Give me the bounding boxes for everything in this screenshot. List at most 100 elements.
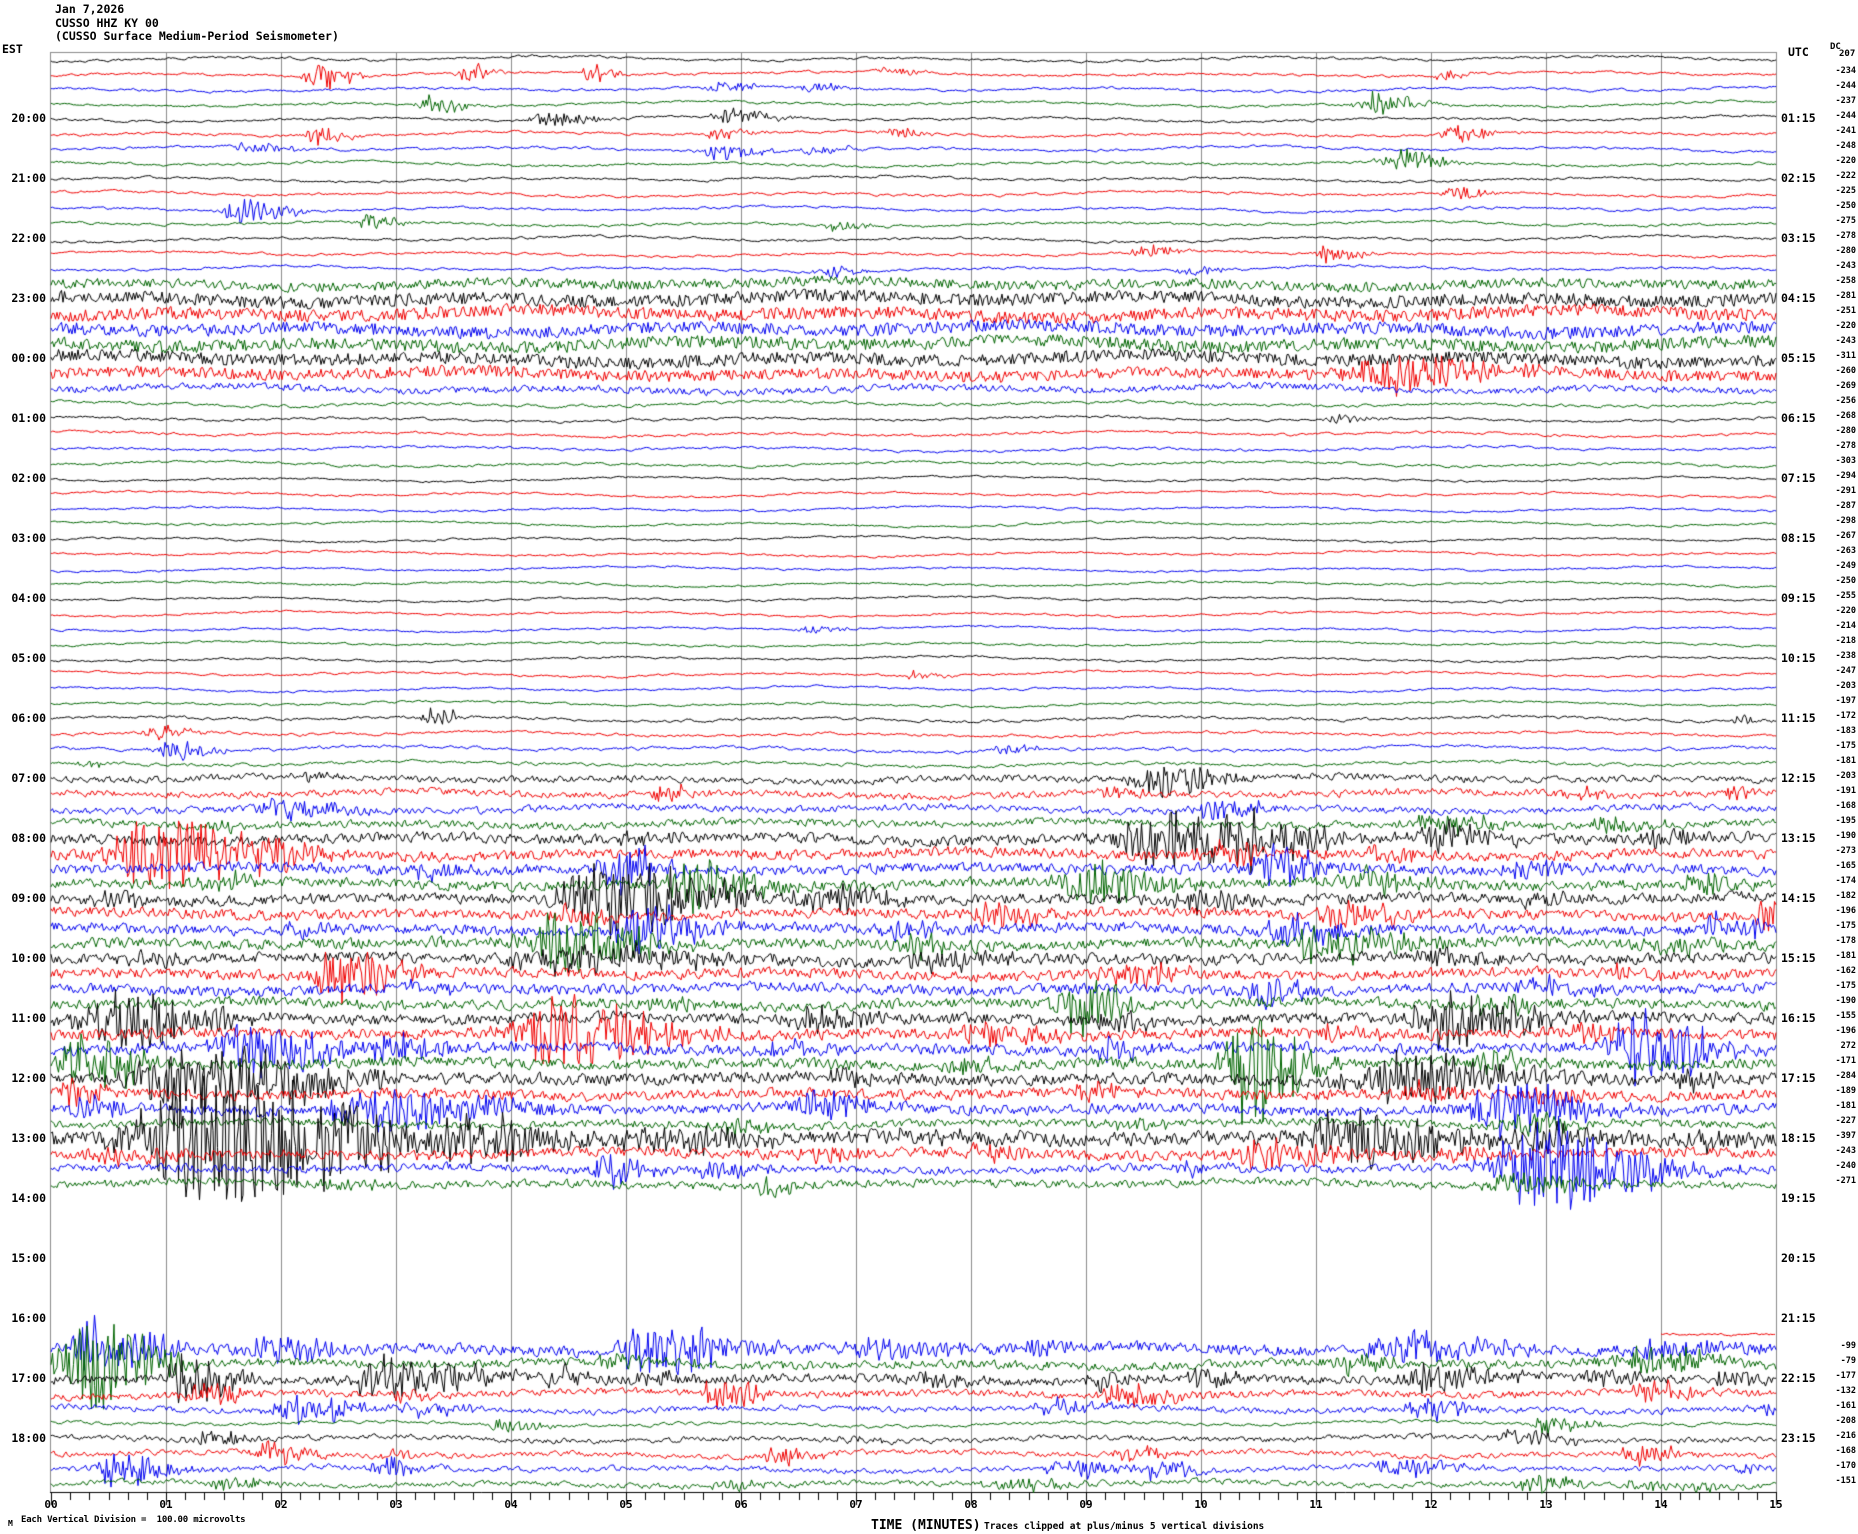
- x-axis-tick-label: 01: [159, 1498, 173, 1511]
- dc-value: -291: [1835, 486, 1856, 496]
- est-hour-label: 10:00: [11, 951, 46, 965]
- dc-value: -181: [1835, 1101, 1856, 1111]
- utc-hour-label: 22:15: [1781, 1371, 1816, 1385]
- x-axis-tick-label: 08: [964, 1498, 978, 1511]
- dc-value: -243: [1835, 336, 1856, 346]
- dc-value: -255: [1835, 591, 1856, 601]
- dc-value: -155: [1835, 1011, 1856, 1021]
- dc-value: -191: [1835, 786, 1856, 796]
- dc-value: -183: [1835, 726, 1856, 736]
- dc-value: -243: [1835, 1146, 1856, 1156]
- est-hour-label: 09:00: [11, 891, 46, 905]
- dc-value: -311: [1835, 351, 1856, 361]
- dc-value: -397: [1835, 1131, 1856, 1141]
- dc-value: -161: [1835, 1401, 1856, 1411]
- dc-value: -181: [1835, 951, 1856, 961]
- clip-note: Traces clipped at plus/minus 5 vertical …: [984, 1521, 1265, 1532]
- dc-value: -79: [1840, 1356, 1856, 1366]
- dc-value: -280: [1835, 426, 1856, 436]
- utc-hour-label: 15:15: [1781, 951, 1816, 965]
- dc-value: -268: [1835, 411, 1856, 421]
- est-hour-label: 06:00: [11, 711, 46, 725]
- dc-value: -238: [1835, 651, 1856, 661]
- dc-value: -243: [1835, 261, 1856, 271]
- utc-hour-label: 07:15: [1781, 471, 1816, 485]
- dc-value: -168: [1835, 801, 1856, 811]
- utc-hour-label: 12:15: [1781, 771, 1816, 785]
- dc-value: -214: [1835, 621, 1856, 631]
- x-axis-tick-label: 05: [619, 1498, 633, 1511]
- est-hour-label: 05:00: [11, 651, 46, 665]
- dc-value: -175: [1835, 921, 1856, 931]
- est-hour-label: 21:00: [11, 171, 46, 185]
- dc-value: -99: [1840, 1341, 1856, 1351]
- dc-value: -178: [1835, 936, 1856, 946]
- utc-hour-label: 08:15: [1781, 531, 1816, 545]
- x-axis-tick-label: 11: [1309, 1498, 1323, 1511]
- station-label: CUSSO HHZ KY 00: [55, 15, 159, 30]
- dc-value: -203: [1835, 771, 1856, 781]
- dc-value: -174: [1835, 876, 1856, 886]
- dc-value: -218: [1835, 636, 1856, 646]
- utc-hour-label: 01:15: [1781, 111, 1816, 125]
- dc-value: -303: [1835, 456, 1856, 466]
- dc-value: -220: [1835, 606, 1856, 616]
- utc-hour-label: 10:15: [1781, 651, 1816, 665]
- dc-value: -222: [1835, 171, 1856, 181]
- dc-value: -273: [1835, 846, 1856, 856]
- est-hour-label: 17:00: [11, 1371, 46, 1385]
- dc-value: -175: [1835, 741, 1856, 751]
- dc-value: -172: [1835, 711, 1856, 721]
- est-hour-label: 18:00: [11, 1431, 46, 1445]
- est-hour-label: 01:00: [11, 411, 46, 425]
- dc-value: -260: [1835, 366, 1856, 376]
- dc-value: -250: [1835, 576, 1856, 586]
- utc-hour-label: 21:15: [1781, 1311, 1816, 1325]
- utc-hour-label: 14:15: [1781, 891, 1816, 905]
- est-hour-label: 12:00: [11, 1071, 46, 1085]
- dc-value: -165: [1835, 861, 1856, 871]
- dc-value: -190: [1835, 996, 1856, 1006]
- x-axis-title: TIME (MINUTES): [871, 1518, 981, 1533]
- x-axis-tick-label: 03: [389, 1498, 403, 1511]
- dc-value: -195: [1835, 816, 1856, 826]
- dc-value: -240: [1835, 1161, 1856, 1171]
- utc-hour-label: 02:15: [1781, 171, 1816, 185]
- dc-value: -227: [1835, 1116, 1856, 1126]
- dc-first-value: 207: [1839, 49, 1856, 59]
- x-axis-tick-label: 12: [1424, 1498, 1438, 1511]
- est-hour-label: 04:00: [11, 591, 46, 605]
- dc-value: -280: [1835, 246, 1856, 256]
- dc-value: -263: [1835, 546, 1856, 556]
- dc-value: -284: [1835, 1071, 1856, 1081]
- utc-hour-label: 16:15: [1781, 1011, 1816, 1025]
- dc-value: -234: [1835, 66, 1856, 76]
- est-hour-label: 11:00: [11, 1011, 46, 1025]
- dc-value: -170: [1835, 1461, 1856, 1471]
- est-hour-label: 22:00: [11, 231, 46, 245]
- est-hour-label: 14:00: [11, 1191, 46, 1205]
- dc-value: -278: [1835, 441, 1856, 451]
- dc-value: -220: [1835, 321, 1856, 331]
- dc-value: -208: [1835, 1416, 1856, 1426]
- est-hour-label: 13:00: [11, 1131, 46, 1145]
- dc-value: -247: [1835, 666, 1856, 676]
- est-hour-label: 07:00: [11, 771, 46, 785]
- utc-hour-label: 09:15: [1781, 591, 1816, 605]
- dc-value: -267: [1835, 531, 1856, 541]
- x-axis-tick-label: 02: [274, 1498, 288, 1511]
- dc-value: -177: [1835, 1371, 1856, 1381]
- utc-hour-label: 13:15: [1781, 831, 1816, 845]
- dc-value: -175: [1835, 981, 1856, 991]
- est-hour-label: 15:00: [11, 1251, 46, 1265]
- utc-hour-label: 05:15: [1781, 351, 1816, 365]
- dc-value: -256: [1835, 396, 1856, 406]
- scale-note: Each Vertical Division = 100.00 microvol…: [21, 1515, 246, 1525]
- scale-glyph: M: [8, 1519, 13, 1528]
- dc-value: -197: [1835, 696, 1856, 706]
- est-hour-label: 23:00: [11, 291, 46, 305]
- dc-value: -269: [1835, 381, 1856, 391]
- x-axis-tick-label: 04: [504, 1498, 518, 1511]
- dc-value: -281: [1835, 291, 1856, 301]
